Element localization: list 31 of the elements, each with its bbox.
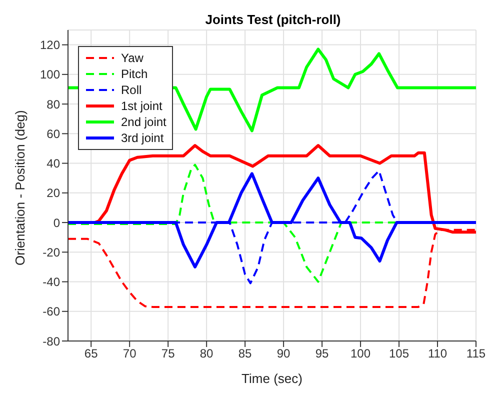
x-tick-label: 70 <box>122 346 137 361</box>
y-tick-label: 80 <box>46 97 60 112</box>
y-tick-label: 40 <box>46 156 60 171</box>
y-tick-label: 100 <box>40 68 60 82</box>
x-tick-label: 110 <box>428 346 448 361</box>
y-tick-label: -60 <box>42 304 60 319</box>
x-tick-label: 100 <box>350 346 371 361</box>
x-tick-label: 80 <box>200 346 214 361</box>
x-tick-label: 75 <box>161 346 176 361</box>
legend-label: 1st joint <box>121 99 162 113</box>
x-tick-label: 65 <box>84 346 98 361</box>
x-tick-label: 115 <box>466 346 486 361</box>
x-axis-title: Time (sec) <box>242 371 302 386</box>
y-tick-label: -40 <box>42 275 60 290</box>
y-tick-label: 0 <box>53 216 60 230</box>
y-tick-label: 20 <box>46 186 60 200</box>
legend-label: Roll <box>121 83 142 97</box>
legend-label: 3rd joint <box>121 131 164 145</box>
legend-label: Pitch <box>121 67 148 81</box>
x-tick-label: 105 <box>389 346 410 361</box>
y-tick-label: 60 <box>46 126 60 141</box>
y-tick-label: -80 <box>42 334 60 348</box>
legend-label: 2nd joint <box>121 115 166 129</box>
x-tick-label: 95 <box>315 346 330 361</box>
y-tick-label: -20 <box>42 245 60 260</box>
y-axis-title: Orientation - Position (deg) <box>12 110 28 266</box>
x-tick-label: 90 <box>276 346 291 361</box>
x-tick-label: 85 <box>238 346 252 361</box>
legend-label: Yaw <box>121 51 144 65</box>
chart-title: Joints Test (pitch-roll) <box>204 12 342 27</box>
y-tick-label: 120 <box>40 38 60 52</box>
